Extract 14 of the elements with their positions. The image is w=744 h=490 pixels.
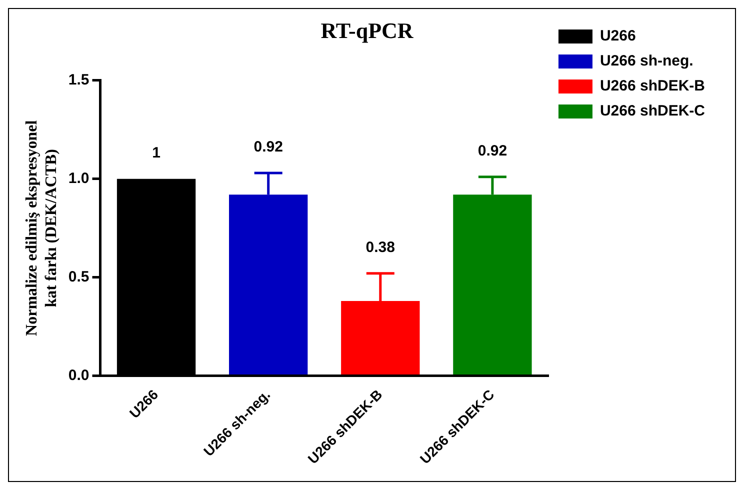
y-tick-label: 1.0 <box>68 170 90 188</box>
legend-label: U266 sh-neg. <box>600 52 694 70</box>
data-label: 0.92 <box>254 138 283 156</box>
data-label: 1 <box>152 144 160 162</box>
data-label: 0.38 <box>366 239 395 256</box>
data-label: 0.92 <box>478 142 508 160</box>
legend-label: U266 shDEK-C <box>600 102 706 120</box>
legend-label: U266 shDEK-B <box>600 78 706 95</box>
y-tick-label: 0.5 <box>68 268 90 286</box>
chart-title: RT-qPCR <box>320 18 414 43</box>
y-tick-label: 1.5 <box>68 72 90 89</box>
y-tick-label: 0.0 <box>68 366 90 384</box>
legend-label: U266 <box>600 28 636 45</box>
y-axis-title: Normalize edilmiş ekspresyonel kat farkı (DEK/ACTB) <box>24 120 60 336</box>
